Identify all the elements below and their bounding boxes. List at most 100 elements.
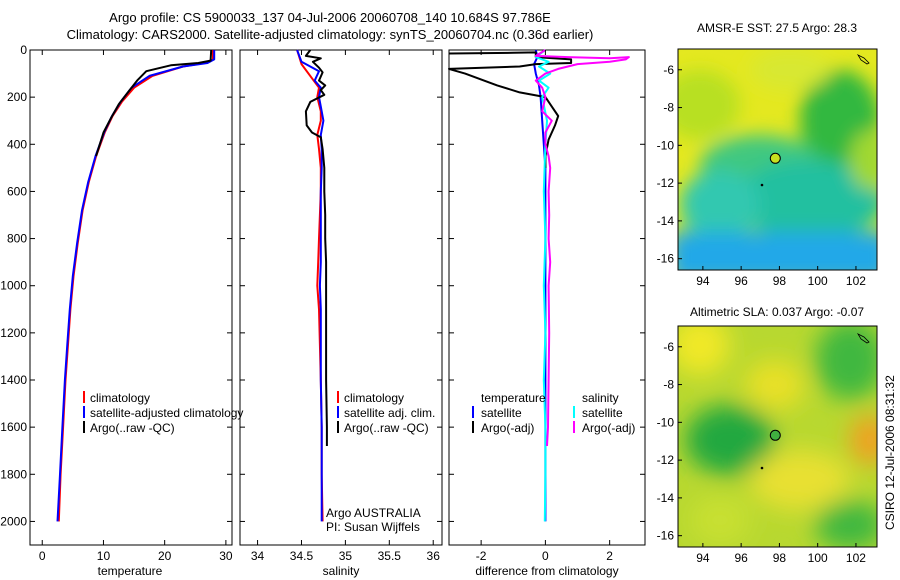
difference-series xyxy=(448,49,630,522)
sla-blob xyxy=(745,360,805,410)
y-tick-label: -10 xyxy=(657,415,675,429)
y-tick-label: -6 xyxy=(663,340,674,354)
x-tick-label: 102 xyxy=(846,274,866,288)
salinity-xlabel: salinity xyxy=(323,564,360,578)
x-tick-label: 0 xyxy=(542,549,549,563)
series-line-climatology xyxy=(296,49,324,522)
argo-float-marker xyxy=(769,152,781,164)
legend-label-temp-satellite: satellite xyxy=(481,406,522,420)
x-tick-label: 2 xyxy=(606,549,613,563)
temperature-ticks: 0 10 20 30 0 200 400 600 800 1000 1200 1400 1600 1800… xyxy=(0,43,233,563)
sla-blob xyxy=(815,500,877,547)
y-tick-label: -8 xyxy=(663,101,674,115)
x-tick-label: 98 xyxy=(773,274,787,288)
temperature-legend: climatology satellite-adjusted climatolo… xyxy=(83,391,243,435)
island-dot xyxy=(760,466,764,470)
sla-map-ticks: 94 96 98 100 102 -6 -8 -10 -12 -14 -16 xyxy=(657,340,867,565)
sst-map-ticks: 94 96 98 100 102 -6 -8 -10 -12 -14 -16 xyxy=(657,63,867,288)
x-tick-label: 0 xyxy=(39,549,46,563)
x-tick-label: 94 xyxy=(696,551,710,565)
y-tick-label: -16 xyxy=(657,529,675,543)
difference-axes xyxy=(448,49,646,546)
sst-blob xyxy=(750,50,830,90)
x-tick-label: 102 xyxy=(846,551,866,565)
legend-label-satellite: satellite-adjusted climatology xyxy=(90,406,243,420)
side-timestamp: CSIRO 12-Jul-2006 08:31:32 xyxy=(883,375,897,530)
x-tick-label: 96 xyxy=(734,274,748,288)
sla-blob xyxy=(815,326,877,400)
island-dot xyxy=(760,183,764,187)
legend-heading-salinity: salinity xyxy=(582,391,619,405)
legend-label-satellite: satellite adj. clim. xyxy=(344,406,435,420)
temperature-xlabel: temperature xyxy=(98,564,163,578)
sla-map-title: Altimetric SLA: 0.037 Argo: -0.07 xyxy=(690,305,864,319)
legend-label-climatology: climatology xyxy=(90,391,150,405)
sla-field-blobs xyxy=(678,326,877,547)
y-tick-label: 1800 xyxy=(0,467,27,481)
y-tick-label: 1600 xyxy=(0,420,27,434)
sla-map-panel: Altimetric SLA: 0.037 Argo: -0.07 94 96 98… xyxy=(657,305,878,565)
sst-blob xyxy=(678,70,740,140)
y-tick-label: -6 xyxy=(663,63,674,77)
salinity-panel: 34 34.5 35 35.5 36 salinity climatology sate… xyxy=(239,49,443,578)
y-tick-label: -12 xyxy=(657,176,675,190)
difference-panel: -2 0 2 difference from climatology tempera… xyxy=(448,49,646,578)
sst-field xyxy=(678,49,877,270)
x-tick-label: 10 xyxy=(97,549,111,563)
sst-blob xyxy=(678,232,877,270)
legend-label-sal-argo: Argo(-adj) xyxy=(582,421,635,435)
y-tick-label: 200 xyxy=(7,90,27,104)
legend-label-argo: Argo(..raw -QC) xyxy=(90,421,175,435)
x-tick-label: 96 xyxy=(734,551,748,565)
x-tick-label: 98 xyxy=(773,551,787,565)
legend-label-argo: Argo(..raw -QC) xyxy=(344,421,429,435)
sla-blob xyxy=(850,415,877,465)
y-tick-label: 1200 xyxy=(0,326,27,340)
difference-xlabel: difference from climatology xyxy=(475,564,618,578)
legend-label-temp-argo: Argo(-adj) xyxy=(481,421,534,435)
y-tick-label: 2000 xyxy=(0,514,27,528)
x-tick-label: 35.5 xyxy=(378,549,402,563)
salinity-series xyxy=(296,49,328,522)
argo-float-marker xyxy=(769,429,781,441)
y-tick-label: 0 xyxy=(20,43,27,57)
y-tick-label: -10 xyxy=(657,138,675,152)
y-tick-label: -14 xyxy=(657,214,675,228)
x-tick-label: 20 xyxy=(158,549,172,563)
x-tick-label: 35 xyxy=(339,549,353,563)
x-tick-label: 100 xyxy=(808,274,828,288)
series-line-satellite-adj-clim- xyxy=(296,49,325,522)
annotation-argo-australia: Argo AUSTRALIA xyxy=(326,506,421,520)
y-tick-label: 600 xyxy=(7,184,27,198)
x-tick-label: -2 xyxy=(476,549,487,563)
legend-label-sal-satellite: satellite xyxy=(582,406,623,420)
series-line-climatology xyxy=(57,50,214,522)
sst-blob xyxy=(735,160,877,240)
sst-map-title: AMSR-E SST: 27.5 Argo: 28.3 xyxy=(697,21,857,35)
series-line-argo-raw-qc- xyxy=(95,49,213,157)
y-tick-label: -12 xyxy=(657,453,675,467)
sla-field xyxy=(678,326,877,547)
series-line-satellite-adjusted-climatology xyxy=(56,50,216,522)
sla-map-axes xyxy=(677,325,878,548)
island-outline xyxy=(856,333,870,344)
y-tick-label: 1000 xyxy=(0,279,27,293)
x-tick-label: 100 xyxy=(808,551,828,565)
y-tick-label: -16 xyxy=(657,252,675,266)
salinity-legend: climatology satellite adj. clim. Argo(..… xyxy=(337,391,435,435)
island-outline xyxy=(856,54,870,65)
difference-legend: temperature satellite Argo(-adj) salinit… xyxy=(472,391,635,435)
temperature-panel: 0 10 20 30 0 200 400 600 800 1000 1200 1400 1600 1800… xyxy=(0,43,243,578)
y-tick-label: -8 xyxy=(663,378,674,392)
sla-blob xyxy=(750,450,850,510)
sst-map-panel: AMSR-E SST: 27.5 Argo: 28.3 94 96 98 100 102… xyxy=(657,21,878,288)
sst-map-axes xyxy=(677,48,878,271)
sst-field-blobs xyxy=(678,50,877,270)
sst-blob xyxy=(680,170,760,240)
series-line-temperature-argo-adj- xyxy=(448,51,573,168)
x-tick-label: 34.5 xyxy=(290,549,314,563)
legend-label-climatology: climatology xyxy=(344,391,404,405)
y-tick-label: 1400 xyxy=(0,373,27,387)
x-tick-label: 30 xyxy=(219,549,233,563)
